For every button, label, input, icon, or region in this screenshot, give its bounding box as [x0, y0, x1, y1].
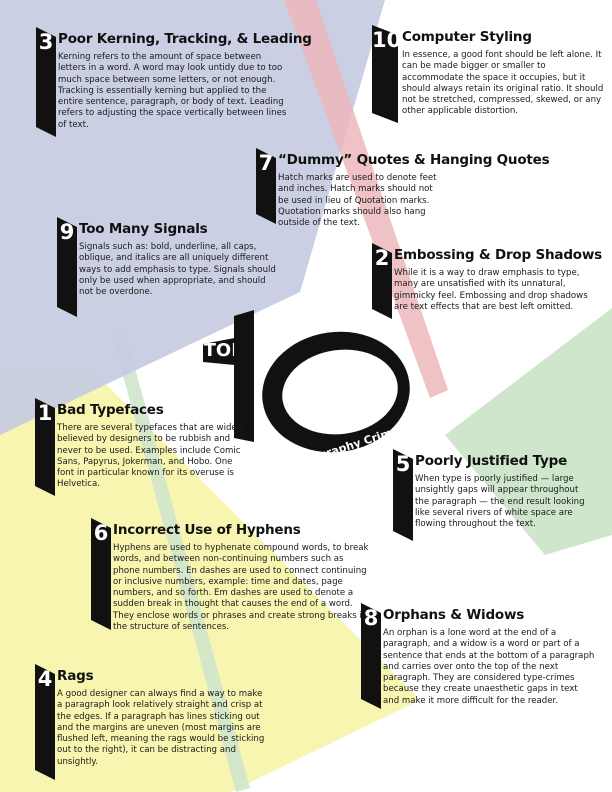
- crime-number: 7: [256, 148, 276, 224]
- crime-number: 2: [372, 243, 392, 319]
- crime-heading: Computer Styling: [402, 29, 532, 45]
- crime-number: 5: [393, 449, 413, 541]
- crime-heading: “Dummy” Quotes & Hanging Quotes: [278, 152, 550, 168]
- big-one-digit: [234, 310, 254, 442]
- crime-text: In essence, a good font should be left a…: [402, 50, 604, 117]
- big-ten-graphic: Typography Crimes: [234, 310, 410, 470]
- crime-heading: Poorly Justified Type: [415, 453, 568, 469]
- crime-text: Hyphens are used to hyphenate compound w…: [113, 543, 369, 633]
- crime-text: When type is poorly justified — large un…: [415, 474, 585, 530]
- pink-stripe: [284, 0, 448, 398]
- crime-number: 10: [372, 25, 398, 123]
- crime-heading: Bad Typefaces: [57, 402, 164, 418]
- crime-number: 8: [361, 603, 381, 709]
- crime-number: 3: [36, 27, 56, 137]
- crime-heading: Too Many Signals: [79, 221, 208, 237]
- crime-text: An orphan is a lone word at the end of a…: [383, 628, 595, 706]
- crime-heading: Incorrect Use of Hyphens: [113, 522, 301, 538]
- crime-text: Hatch marks are used to denote feet and …: [278, 173, 437, 229]
- crime-heading: Orphans & Widows: [383, 607, 525, 623]
- blue-shape: [0, 0, 385, 435]
- crime-number: 6: [91, 518, 111, 630]
- crime-text: Signals such as: bold, underline, all ca…: [79, 242, 276, 298]
- crime-number: 4: [35, 664, 55, 780]
- yellow-shape: [0, 368, 420, 792]
- crime-heading: Rags: [57, 668, 94, 684]
- green-stripe: [112, 328, 250, 792]
- crime-number: 1: [35, 398, 55, 496]
- green-shape: [445, 308, 612, 555]
- crime-heading: Poor Kerning, Tracking, & Leading: [58, 31, 312, 47]
- crime-text: There are several typefaces that are wid…: [57, 423, 245, 490]
- crime-heading: Embossing & Drop Shadows: [394, 247, 602, 263]
- crime-text: A good designer can always find a way to…: [57, 689, 265, 767]
- crime-text: While it is a way to draw emphasis to ty…: [394, 268, 588, 312]
- crime-number: 9: [57, 217, 77, 317]
- big-zero-hole: [282, 349, 398, 435]
- crime-text: Kerning refers to the amount of space be…: [58, 52, 287, 130]
